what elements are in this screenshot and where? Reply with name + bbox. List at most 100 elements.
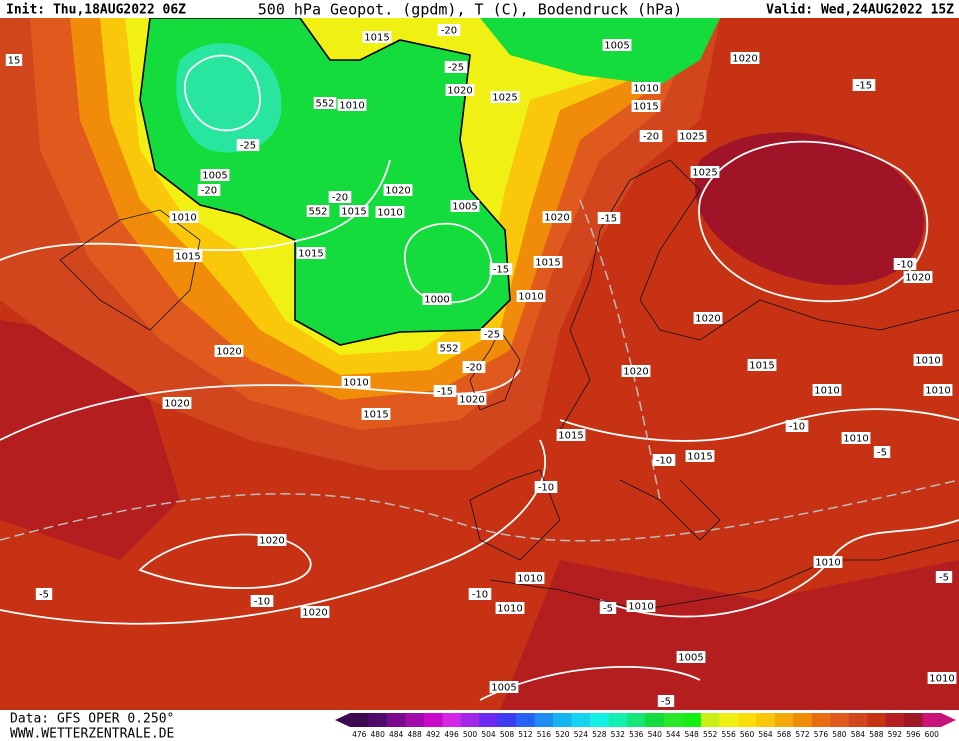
contour-label-text: -5: [939, 573, 949, 584]
contour-label: 1010: [913, 354, 943, 367]
isobar: [0, 369, 521, 441]
colorbar-label: 516: [537, 730, 552, 739]
contour-label-text: 1015: [298, 249, 323, 260]
contour-label-text: -10: [254, 597, 270, 608]
contour-label-box: [375, 206, 405, 218]
contour-label-box: [730, 52, 760, 64]
field-region: [176, 43, 282, 153]
contour-label: 1010: [812, 384, 842, 397]
colorbar-label: 532: [611, 730, 626, 739]
colorbar-swatch: [645, 713, 665, 727]
isobar: [138, 533, 312, 589]
contour-label-text: -5: [661, 697, 671, 708]
contour-label-text: 1020: [302, 608, 327, 619]
contour-label-box: [927, 672, 957, 684]
contour-label: 1010: [337, 99, 367, 112]
contour-label: 1020: [542, 211, 572, 224]
contour-label-text: 1000: [424, 295, 449, 306]
contour-label-box: [852, 79, 876, 91]
colorbar-swatch: [627, 713, 646, 727]
contour-label-box: [599, 602, 617, 614]
contour-label-box: [690, 166, 720, 178]
contour-label-box: [873, 446, 891, 458]
coastline: [469, 329, 521, 411]
contour-label-box: [313, 97, 337, 109]
colorbar-label: 520: [555, 730, 570, 739]
contour-label: -25: [444, 61, 468, 74]
contour-label: -20: [639, 130, 663, 143]
contour-label: -15: [433, 385, 457, 398]
contour-label-box: [893, 258, 917, 270]
contour-label-text: 552: [315, 99, 334, 110]
contour-label-box: [444, 61, 468, 73]
contour-label-box: [437, 342, 461, 354]
contour-label-text: -5: [39, 590, 49, 601]
contour-label: -15: [597, 212, 621, 225]
contour-label: 1000: [422, 293, 452, 306]
contour-label-box: [200, 169, 230, 181]
colorbar-label: 580: [832, 730, 847, 739]
contour-label-text: 1015: [687, 452, 712, 463]
contour-label: 1025: [490, 91, 520, 104]
contour-label-text: -10: [538, 483, 554, 494]
colorbar-label: 564: [758, 730, 773, 739]
contour-label-box: [785, 420, 809, 432]
isobar: [698, 140, 929, 303]
contour-label-box: [296, 247, 326, 259]
contour-label: 1010: [923, 384, 953, 397]
contour-label: -20: [197, 184, 221, 197]
contour-label-text: 1010: [339, 101, 364, 112]
contour-label: -10: [468, 588, 492, 601]
contour-label-text: 1020: [905, 273, 930, 284]
contour-label: 1015: [361, 408, 391, 421]
contour-label-text: -25: [448, 63, 464, 74]
contour-label-text: 1020: [459, 395, 484, 406]
colorbar-label: 488: [407, 730, 422, 739]
colorbar-swatch: [516, 713, 535, 727]
colorbar-swatch: [700, 713, 720, 727]
contour-552: [139, 18, 511, 346]
contour-label-box: [515, 572, 545, 584]
contour-label-box: [913, 354, 943, 366]
contour-label-text: 1010: [915, 356, 940, 367]
contour-label: 552: [437, 342, 461, 355]
contour-label-box: [621, 365, 651, 377]
contour-label-text: 1010: [814, 386, 839, 397]
contour-label-text: 1005: [202, 171, 227, 182]
contour-label: 1025: [677, 130, 707, 143]
contour-label-box: [328, 191, 352, 203]
contour-label-box: [747, 359, 777, 371]
contour-label-box: [626, 600, 656, 612]
colorbar-swatch: [719, 713, 739, 727]
valid-time: Valid: Wed,24AUG2022 15Z: [766, 3, 954, 18]
coastline: [489, 539, 959, 611]
contour-label-box: [657, 695, 675, 707]
contour-label-text: 1020: [385, 186, 410, 197]
colorbar-label: 568: [777, 730, 792, 739]
contour-label-box: [250, 595, 274, 607]
contour-label-text: 1015: [633, 102, 658, 113]
contour-label-box: [631, 100, 661, 112]
contour-label: 1005: [489, 681, 519, 694]
contour-label-box: [422, 293, 452, 305]
contour-label: -10: [785, 420, 809, 433]
colorbar-label: 548: [685, 730, 700, 739]
contour-label: 552: [313, 97, 337, 110]
contour-label-text: 1020: [216, 347, 241, 358]
contour-label-text: 1010: [518, 292, 543, 303]
contour-label: -20: [462, 361, 486, 374]
contour-label-text: -15: [856, 81, 872, 92]
colorbar-swatch: [442, 713, 462, 727]
contour-label-box: [935, 571, 953, 583]
contour-label-text: 1025: [692, 168, 717, 179]
colorbar-swatch: [350, 713, 369, 727]
contour-label-text: -20: [643, 132, 659, 143]
contour-label: 1025: [690, 166, 720, 179]
contour-label-text: -25: [240, 141, 256, 152]
colorbar: 476 480 484 488 492 496 500 504 508 512 516 520 524 5…: [350, 713, 942, 739]
contour-label: 1015: [173, 250, 203, 263]
contour-label-text: 1020: [623, 367, 648, 378]
contour-label-box: [495, 602, 525, 614]
colorbar-label: 492: [426, 730, 441, 739]
